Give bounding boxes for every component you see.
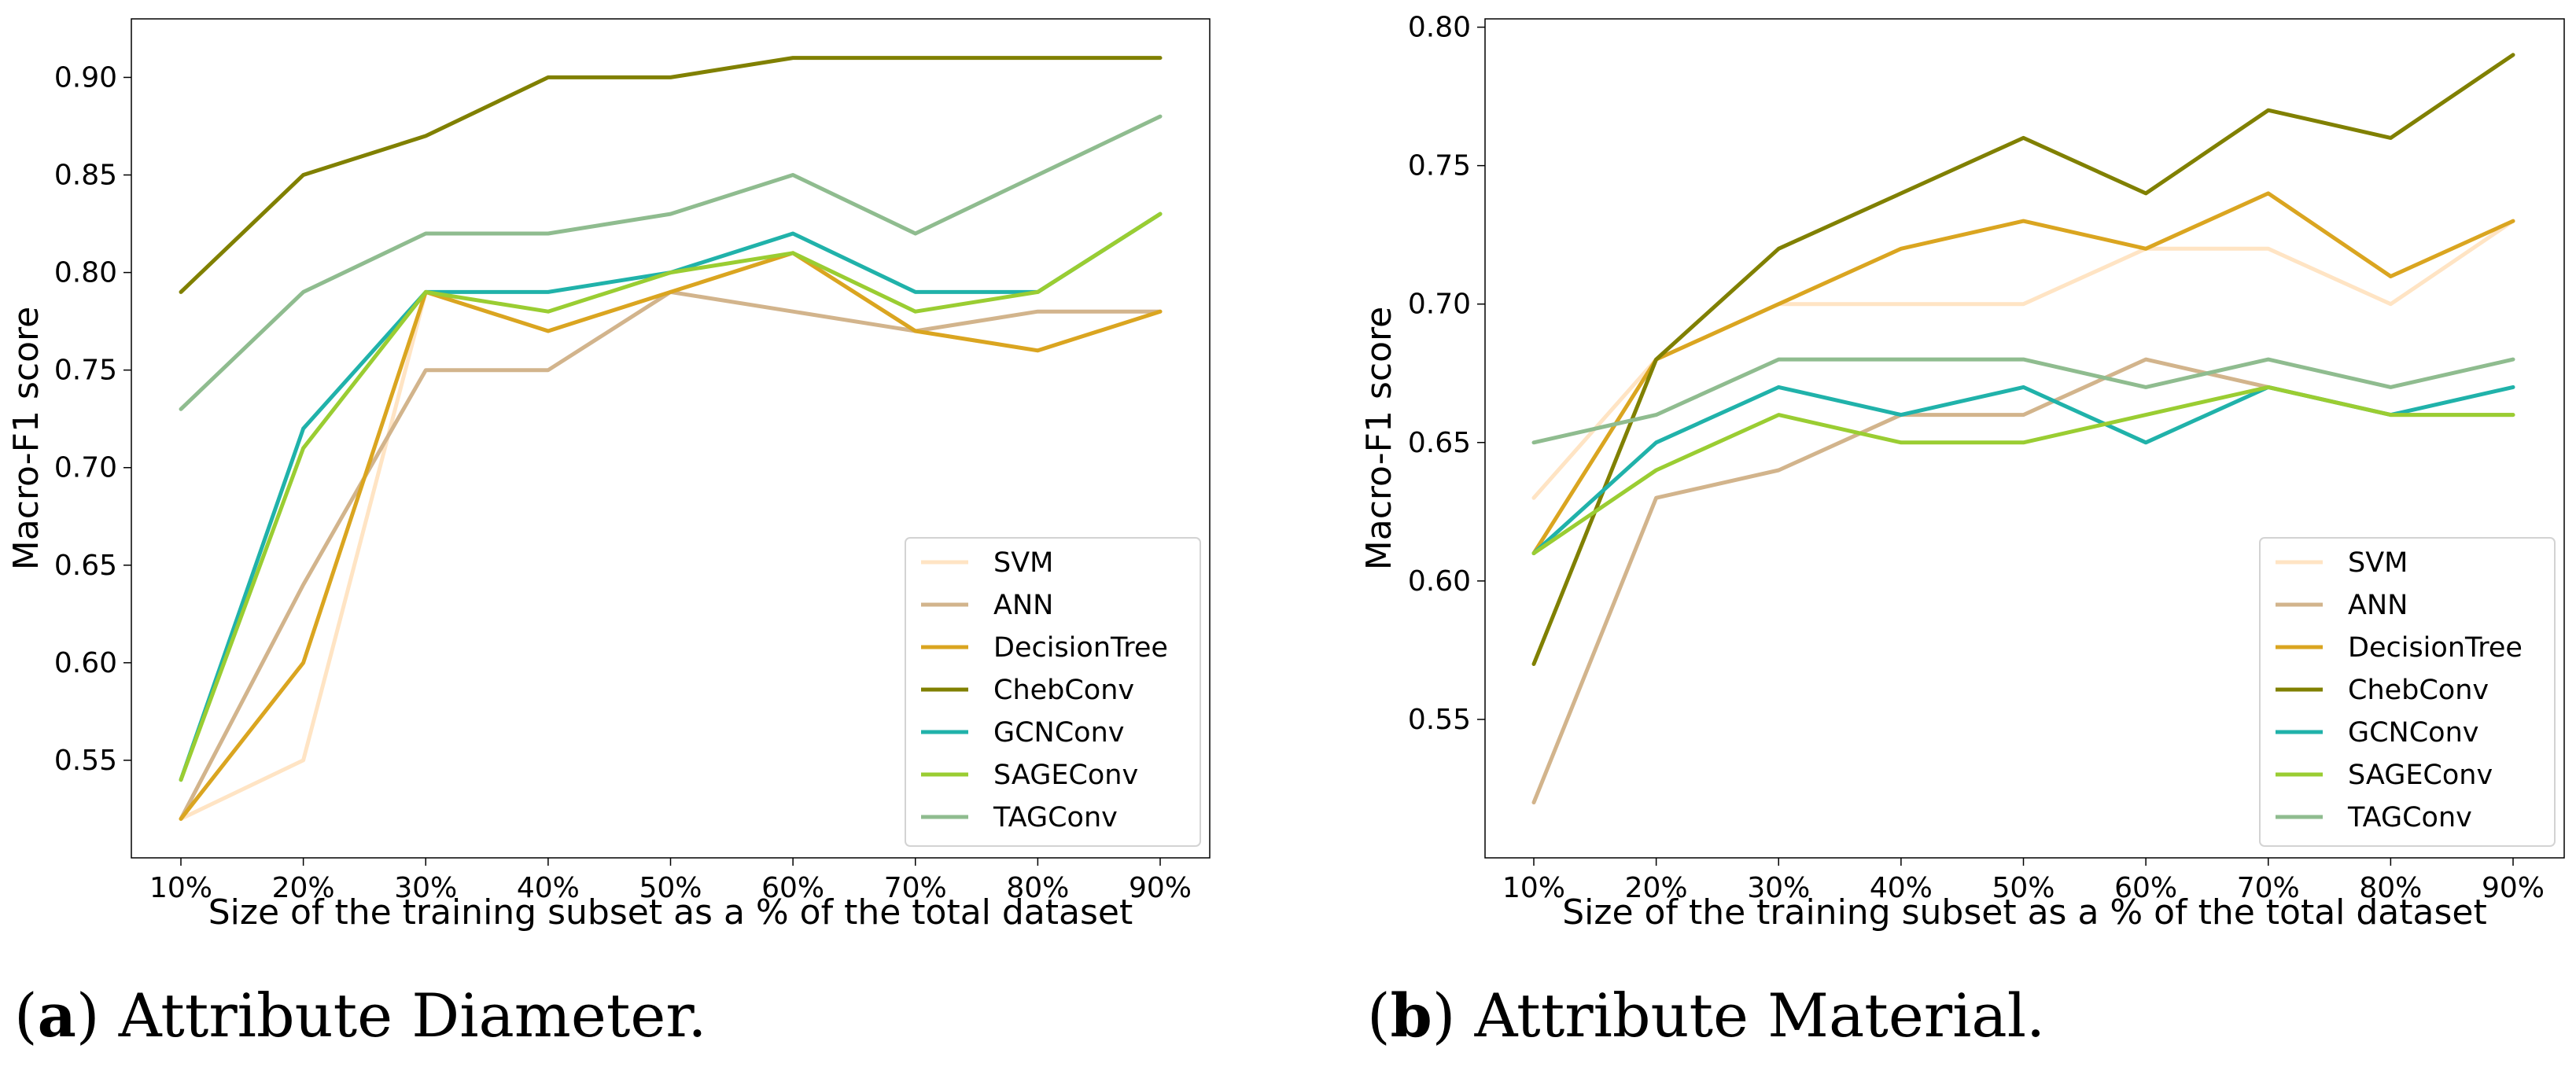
y-tick-label: 0.55 (54, 745, 117, 777)
x-axis-label: Size of the training subset as a % of th… (1562, 892, 2486, 933)
y-tick-label: 0.70 (1408, 289, 1471, 321)
x-tick-label: 90% (1129, 872, 1192, 904)
y-axis-label: Macro-F1 score (1359, 307, 1399, 570)
legend-label: SVM (2348, 547, 2408, 579)
legend-label: TAGConv (993, 802, 1118, 833)
caption-letter: b (1391, 981, 1432, 1050)
y-tick-label: 0.75 (1408, 150, 1471, 182)
x-tick-label: 70% (2237, 872, 2300, 904)
y-tick-label: 0.60 (1408, 565, 1471, 598)
caption-letter: a (38, 981, 76, 1050)
legend-label: DecisionTree (2348, 632, 2523, 664)
legend-box (2259, 537, 2556, 847)
figure-caption: (a) Attribute Diameter. (14, 981, 707, 1050)
x-axis-label: Size of the training subset as a % of th… (208, 892, 1133, 933)
series-line-sageconv (179, 212, 1163, 782)
caption-text: Attribute Diameter. (118, 981, 707, 1050)
legend-box (905, 537, 1201, 847)
legend-label: SVM (993, 547, 1053, 579)
x-tick-label: 90% (2482, 872, 2545, 904)
y-axis-label: Macro-F1 score (6, 307, 46, 570)
legend-label: ANN (2348, 590, 2408, 621)
y-tick-label: 0.85 (54, 160, 117, 192)
caption-paren: ) (76, 981, 119, 1050)
x-tick-label: 60% (761, 872, 824, 904)
x-tick-label: 10% (149, 872, 212, 904)
figure-caption: (b) Attribute Material. (1367, 981, 2045, 1050)
series-line-decisiontree (179, 251, 1163, 821)
x-tick-label: 20% (1625, 872, 1688, 904)
legend-label: GCNConv (2348, 717, 2479, 749)
chart-material: 10% 20% 30% 40% 50% 60% 70% 80% 90% 0.55 0.60 0.65 0… (1359, 12, 2565, 1050)
legend-label: SAGEConv (2348, 760, 2493, 791)
series-line-tagconv (179, 114, 1163, 411)
y-tick-label: 0.65 (54, 550, 117, 582)
y-tick-label: 0.55 (1408, 704, 1471, 736)
legend: SVM ANN DecisionTree ChebConv GCNConv SAGECon… (2259, 537, 2556, 847)
x-tick-label: 40% (1870, 872, 1933, 904)
caption-paren: ) (1432, 981, 1475, 1050)
x-tick-label: 50% (1992, 872, 2055, 904)
x-tick-label: 30% (1747, 872, 1810, 904)
series-line-gcnconv (1531, 384, 2515, 556)
x-tick-label: 20% (272, 872, 335, 904)
y-tick-label: 0.80 (54, 257, 117, 289)
caption-text: Attribute Material. (1474, 981, 2046, 1050)
legend-label: ChebConv (2348, 675, 2489, 706)
caption-paren: ( (14, 981, 38, 1050)
legend-label: SAGEConv (993, 760, 1138, 791)
series-line-sageconv (1531, 384, 2515, 556)
x-tick-label: 80% (1006, 872, 1069, 904)
x-tick-label: 60% (2114, 872, 2177, 904)
legend-label: DecisionTree (993, 632, 1168, 664)
legend-label: ChebConv (993, 675, 1134, 706)
legend-label: ANN (993, 590, 1053, 621)
y-tick-label: 0.65 (1408, 427, 1471, 459)
y-tick-label: 0.90 (54, 61, 117, 94)
series-line-tagconv (1531, 357, 2515, 445)
legend: SVM ANN DecisionTree ChebConv GCNConv SAGECon… (905, 537, 1201, 847)
y-tick-label: 0.70 (54, 452, 117, 484)
x-tick-label: 30% (394, 872, 457, 904)
x-tick-label: 10% (1502, 872, 1565, 904)
x-tick-label: 80% (2359, 872, 2422, 904)
series-line-chebconv (1531, 53, 2515, 666)
series-line-chebconv (179, 56, 1163, 294)
legend-label: GCNConv (993, 717, 1125, 749)
x-tick-label: 50% (639, 872, 702, 904)
y-tick-label: 0.75 (54, 355, 117, 387)
chart-diameter: 10% 20% 30% 40% 50% 60% 70% 80% 90% 0.55 0.60 0.65 0… (6, 18, 1211, 1050)
legend-label: TAGConv (2347, 802, 2472, 833)
series-line-decisiontree (1531, 191, 2515, 556)
caption-paren: ( (1367, 981, 1391, 1050)
x-tick-label: 40% (517, 872, 580, 904)
plot-frame (1484, 18, 2565, 859)
x-tick-label: 70% (884, 872, 947, 904)
y-tick-label: 0.80 (1408, 12, 1471, 44)
y-tick-label: 0.60 (54, 647, 117, 679)
